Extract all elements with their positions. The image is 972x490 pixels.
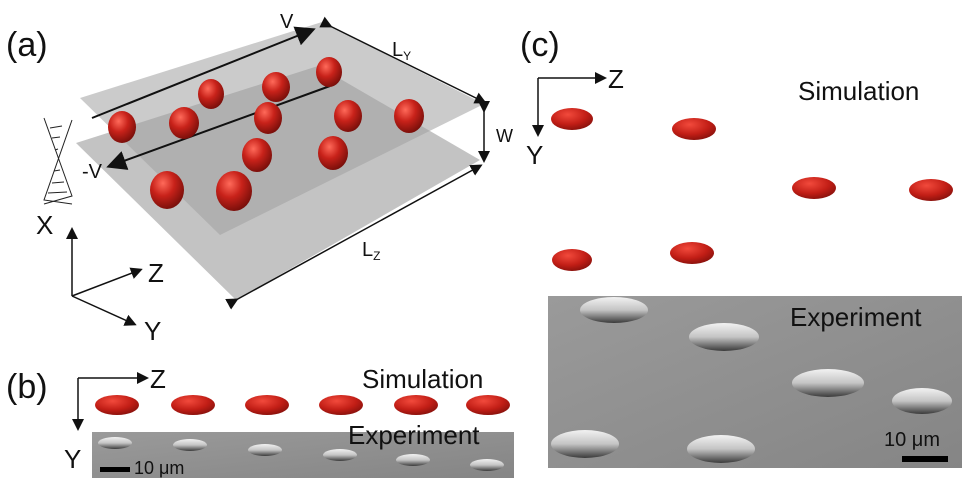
cells-sim-c: [551, 108, 953, 271]
cell: [394, 395, 438, 415]
velocity-bottom-arrow: [106, 85, 331, 170]
cell: [173, 439, 207, 451]
micrograph-b: [92, 432, 514, 478]
shear-profile-icon: [43, 117, 73, 205]
cell: [466, 395, 510, 415]
cell: [687, 435, 755, 463]
scale-bar-label-b: 10 μm: [134, 458, 184, 478]
cells-sim-b: [95, 395, 510, 415]
length-z-label: LZ: [362, 239, 380, 263]
cell: [672, 118, 716, 140]
axis-z-label-c: Z: [608, 64, 624, 94]
cell: [98, 437, 132, 449]
cell: [670, 242, 714, 264]
cell: [551, 108, 593, 130]
velocity-top-arrow: [91, 26, 316, 119]
cells-exp-b: [98, 437, 504, 471]
axis-y-label-c: Y: [526, 140, 543, 170]
cell: [95, 395, 139, 415]
axis-z-label-b: Z: [150, 364, 166, 394]
cell: [551, 430, 619, 458]
panel-b: (b) Z Y Simulation Experiment 10 μm: [6, 364, 514, 478]
cell: [892, 388, 952, 414]
cell: [792, 177, 836, 199]
scale-bar-b: [100, 467, 130, 472]
cell: [470, 459, 504, 471]
cells-exp-c: [551, 297, 952, 463]
cell: [396, 454, 430, 466]
cell: [242, 138, 272, 172]
velocity-bottom-label: -V: [82, 161, 103, 183]
cell: [334, 100, 362, 132]
scale-bar-label-c: 10 μm: [884, 429, 940, 451]
cell: [245, 395, 289, 415]
width-label: W: [496, 126, 513, 146]
cell: [689, 323, 759, 351]
simulation-label-b: Simulation: [362, 364, 483, 394]
axis-y-label: Y: [144, 316, 161, 346]
cell: [552, 249, 592, 271]
axes-a: X Z Y: [36, 210, 164, 346]
scale-bar-c: [902, 456, 948, 462]
cell: [316, 57, 342, 87]
cell: [319, 395, 363, 415]
panel-a: (a) V -V LY W LZ: [6, 11, 513, 346]
cell: [262, 72, 290, 102]
cell: [909, 179, 953, 201]
cell: [792, 369, 864, 397]
length-y-arrow: [319, 16, 487, 104]
experiment-label-b: Experiment: [348, 420, 480, 450]
cell: [108, 111, 136, 143]
cell: [394, 99, 424, 133]
cell: [248, 444, 282, 456]
panel-c: (c) Z Y Simulation Experiment 10 μm: [520, 26, 962, 468]
cell: [254, 102, 282, 134]
cell: [318, 136, 348, 170]
length-y-label: LY: [392, 39, 411, 63]
velocity-top-label: V: [280, 11, 294, 33]
axis-x-label: X: [36, 210, 53, 240]
axis-z-label: Z: [148, 258, 164, 288]
cell: [216, 171, 252, 211]
cell: [580, 297, 648, 323]
axis-y-label-b: Y: [64, 444, 81, 474]
cell: [323, 449, 357, 461]
experiment-label-c: Experiment: [790, 302, 922, 332]
simulation-label-c: Simulation: [798, 76, 919, 106]
cell: [150, 171, 184, 209]
panel-a-label: (a): [6, 26, 48, 64]
cell: [198, 79, 224, 109]
length-z-arrow: [225, 164, 483, 310]
panel-c-label: (c): [520, 26, 560, 64]
cell: [169, 107, 199, 139]
panel-b-label: (b): [6, 368, 48, 406]
cells-3d: [108, 57, 424, 211]
cell: [171, 395, 215, 415]
